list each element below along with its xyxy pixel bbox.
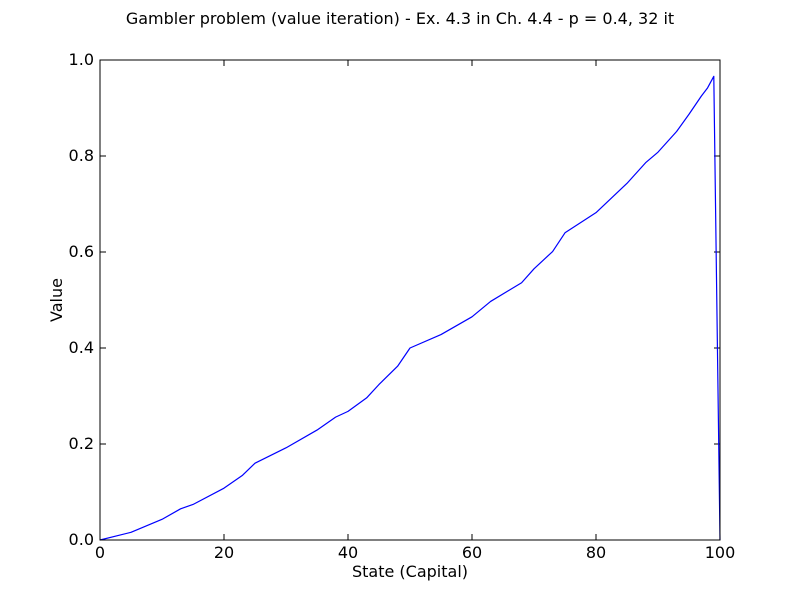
x-tick-label: 40 — [338, 543, 358, 562]
y-tick-label: 1.0 — [69, 50, 94, 69]
y-tick-label: 0.6 — [69, 242, 94, 261]
y-tick-label: 0.4 — [69, 338, 94, 357]
axis-ticks: 0 20 40 60 80 100 0.0 0.2 0.4 0.6 0.8 1.0 — [69, 50, 736, 562]
y-tick-label: 0.0 — [69, 530, 94, 549]
y-tick-label: 0.2 — [69, 434, 94, 453]
chart-title: Gambler problem (value iteration) - Ex. … — [126, 9, 674, 28]
x-tick-label: 0 — [95, 543, 105, 562]
x-tick-label: 20 — [214, 543, 234, 562]
series-line — [99, 75, 721, 541]
series-group — [99, 75, 721, 541]
y-tick-label: 0.8 — [69, 146, 94, 165]
plot-frame — [99, 59, 721, 541]
y-axis-label: Value — [47, 278, 66, 322]
x-tick-label: 100 — [705, 543, 736, 562]
plot-area — [100, 60, 720, 540]
x-tick-label: 80 — [586, 543, 606, 562]
x-tick-label: 60 — [462, 543, 482, 562]
x-axis-label: State (Capital) — [352, 562, 468, 581]
